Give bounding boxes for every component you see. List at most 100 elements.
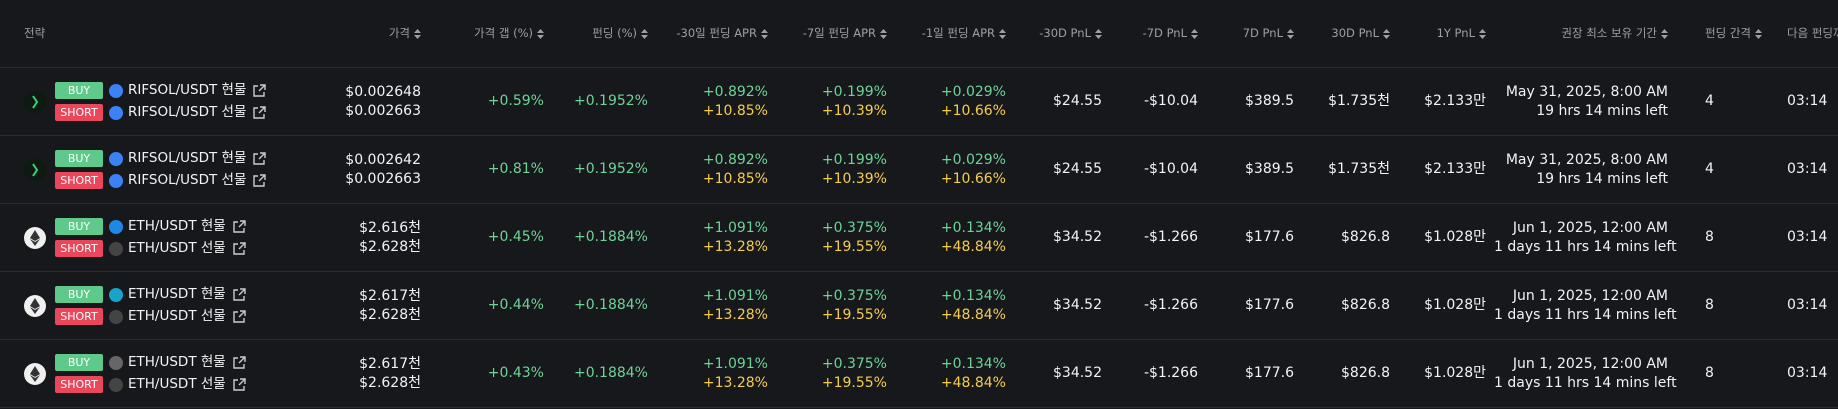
gap: +0.45%	[487, 229, 544, 245]
external-link[interactable]	[252, 105, 267, 120]
apr-30d-line: +0.892%	[702, 83, 768, 100]
exchange-icon	[109, 173, 123, 188]
apr-1d-line: +48.84%	[940, 238, 1006, 255]
next-funding: 03:14	[1787, 365, 1828, 381]
header-label: -7D PnL	[1142, 26, 1187, 40]
pair-line: SHORT ETH/USDT 선물	[55, 238, 246, 260]
gap-cell: +0.81%	[429, 160, 552, 179]
pairs: BUY RIFSOL/USDT 현물 SHORT RIFSOL/USDT 선물	[55, 80, 267, 124]
apr-7d-line: +0.375%	[821, 219, 887, 236]
external-link[interactable]	[232, 219, 246, 234]
apr-1d-cell: +0.029% +10.66%	[895, 151, 1014, 189]
interval-cell: 8	[1676, 296, 1787, 315]
header-label: 7D PnL	[1242, 26, 1283, 40]
pnl-cell: -$1.266	[1110, 364, 1206, 383]
exchange-icon	[109, 287, 123, 302]
pnl: $24.55	[1053, 93, 1102, 109]
hold-period-line: 19 hrs 14 mins left	[1536, 170, 1668, 187]
header-cell[interactable]: 권장 최소 보유 기간	[1494, 24, 1676, 43]
pnl-cell: $24.55	[1014, 160, 1110, 179]
apr-7d-line: +10.39%	[821, 170, 887, 187]
external-link[interactable]	[252, 173, 267, 188]
header-label: 가격 갭 (%)	[474, 26, 533, 40]
token-icon	[24, 226, 46, 249]
pnl-cell: $34.52	[1014, 228, 1110, 247]
header-cell[interactable]: -30일 펀딩 APR	[656, 24, 776, 43]
funding: +0.1952%	[573, 161, 648, 177]
funding-cell: +0.1952%	[552, 160, 656, 179]
header-cell[interactable]: 다음 펀딩까	[1787, 24, 1838, 43]
pnl-cell: $34.52	[1014, 296, 1110, 315]
apr-30d-line: +13.28%	[702, 374, 768, 391]
header-cell[interactable]: 7D PnL	[1206, 24, 1302, 43]
external-link[interactable]	[232, 287, 246, 302]
price-line: $2.617천	[359, 287, 421, 304]
pnl: $34.52	[1053, 365, 1102, 381]
pnl: -$10.04	[1143, 161, 1198, 177]
buy-badge: BUY	[55, 354, 103, 371]
price-line: $2.617천	[359, 355, 421, 372]
apr-30d-line: +1.091%	[702, 219, 768, 236]
funding-cell: +0.1952%	[552, 92, 656, 111]
external-link[interactable]	[232, 355, 246, 370]
hold-period-cell: Jun 1, 2025, 12:00 AM 1 days 11 hrs 14 mi…	[1494, 355, 1677, 393]
apr-7d-line: +0.199%	[821, 151, 887, 168]
pair-name: ETH/USDT 선물	[128, 308, 226, 324]
hold-period-line: Jun 1, 2025, 12:00 AM	[1512, 355, 1668, 372]
interval: 4	[1705, 161, 1714, 177]
pnl-cell: $177.6	[1206, 296, 1302, 315]
apr-7d-line: +0.199%	[821, 83, 887, 100]
sort-icon	[1661, 28, 1668, 39]
header-cell[interactable]: 가격 갭 (%)	[429, 24, 552, 43]
header-cell[interactable]: -30D PnL	[1014, 24, 1110, 43]
apr-30d-cell: +1.091% +13.28%	[656, 355, 776, 393]
short-badge: SHORT	[55, 240, 103, 257]
apr-7d-cell: +0.199% +10.39%	[776, 151, 895, 189]
pair-line: BUY ETH/USDT 현물	[55, 216, 246, 238]
pnl-cell: $1.028만	[1398, 228, 1494, 247]
pairs: BUY RIFSOL/USDT 현물 SHORT RIFSOL/USDT 선물	[55, 148, 267, 192]
funding-cell: +0.1884%	[552, 228, 656, 247]
header-cell[interactable]: 펀딩 간격	[1676, 24, 1787, 43]
external-link[interactable]	[252, 151, 267, 166]
external-link[interactable]	[232, 309, 246, 324]
apr-7d-cell: +0.375% +19.55%	[776, 287, 895, 325]
header-cell[interactable]: -7D PnL	[1110, 24, 1206, 43]
header-cell[interactable]: -1일 펀딩 APR	[895, 24, 1014, 43]
gap-cell: +0.45%	[429, 228, 552, 247]
pnl: $177.6	[1245, 365, 1294, 381]
sort-icon	[880, 28, 887, 39]
apr-7d-cell: +0.199% +10.39%	[776, 83, 895, 121]
header-cell[interactable]: 30D PnL	[1302, 24, 1398, 43]
price-line: $2.616천	[359, 219, 421, 236]
header-label: 가격	[388, 26, 410, 40]
external-link[interactable]	[232, 241, 246, 256]
sort-icon	[1479, 28, 1486, 39]
pairs: BUY ETH/USDT 현물 SHORT ETH/USDT 선물	[55, 216, 246, 260]
apr-1d-line: +48.84%	[940, 306, 1006, 323]
apr-30d-line: +13.28%	[702, 306, 768, 323]
header-cell[interactable]: 가격	[290, 24, 429, 43]
buy-badge: BUY	[55, 218, 103, 235]
header-cell[interactable]: 펀딩 (%)	[552, 24, 656, 43]
hold-period-line: Jun 1, 2025, 12:00 AM	[1512, 287, 1668, 304]
apr-1d-cell: +0.134% +48.84%	[895, 287, 1014, 325]
sort-icon	[414, 28, 421, 39]
table-row: BUY RIFSOL/USDT 현물 SHORT RIFSOL/USDT 선물 $0.0…	[0, 68, 1838, 136]
gap: +0.43%	[487, 365, 544, 381]
external-link[interactable]	[252, 83, 267, 98]
interval-cell: 4	[1676, 160, 1787, 179]
buy-badge: BUY	[55, 286, 103, 303]
next-funding: 03:14	[1787, 161, 1828, 177]
pnl-cell: -$1.266	[1110, 296, 1206, 315]
header-label: -1일 펀딩 APR	[921, 26, 995, 40]
gap: +0.44%	[487, 297, 544, 313]
header-cell[interactable]: -7일 펀딩 APR	[776, 24, 895, 43]
external-link[interactable]	[232, 377, 246, 392]
exchange-icon	[109, 105, 123, 120]
header-label: 펀딩 간격	[1705, 26, 1751, 40]
apr-1d-line: +10.66%	[940, 170, 1006, 187]
pnl-cell: $1.735천	[1302, 92, 1398, 111]
header-cell[interactable]: 1Y PnL	[1398, 24, 1494, 43]
table-row: BUY ETH/USDT 현물 SHORT ETH/USDT 선물 $2.617천 $2.…	[0, 340, 1838, 408]
